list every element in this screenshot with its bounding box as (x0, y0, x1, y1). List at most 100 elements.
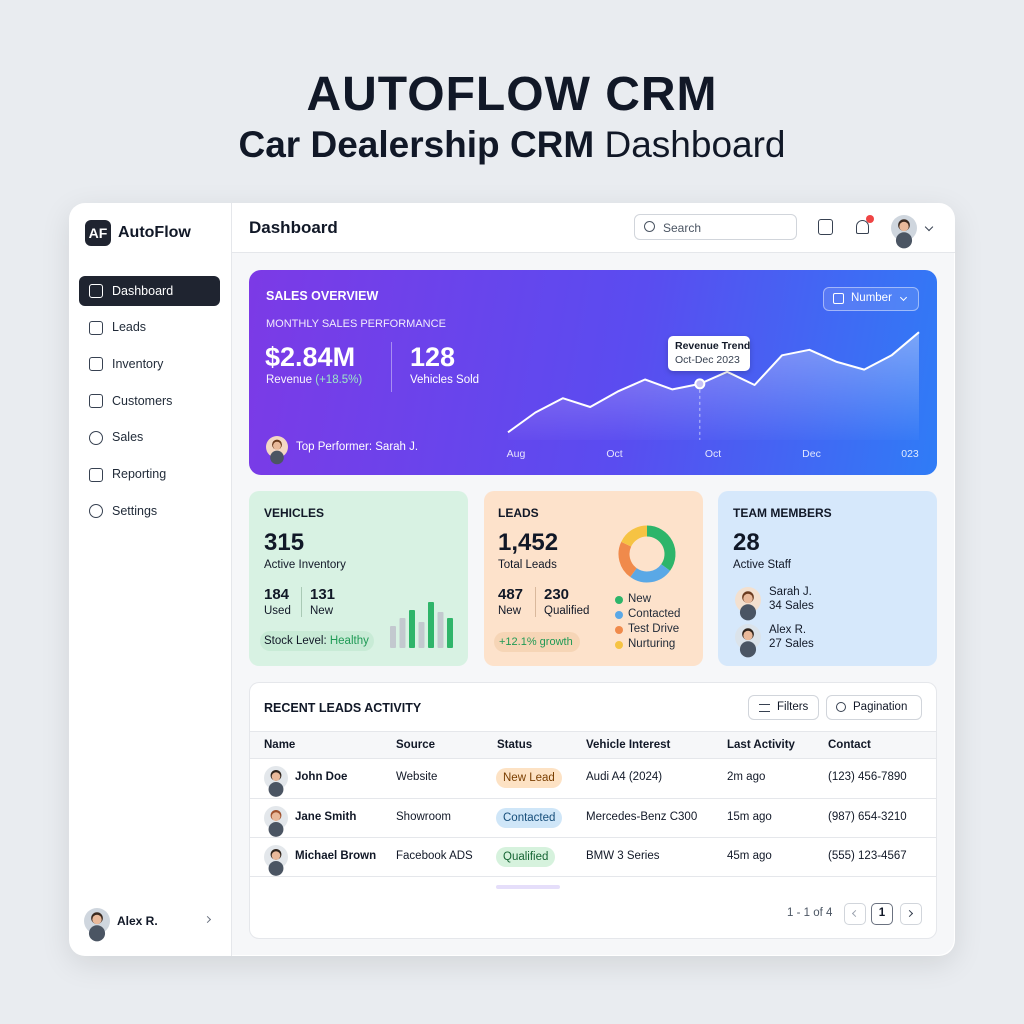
nav-icon (89, 467, 103, 482)
tasks-icon[interactable] (818, 219, 833, 235)
stat-label: Qualified (544, 605, 590, 618)
stat-label: Total Leads (498, 559, 557, 572)
x-label: 023 (901, 447, 919, 460)
nav-item[interactable]: Dashboard (112, 283, 174, 298)
nav-item[interactable]: Reporting (112, 467, 167, 481)
notification-dot (866, 215, 874, 223)
bell-icon[interactable] (856, 220, 869, 234)
stock-bar (428, 602, 434, 648)
growth-pill (494, 632, 580, 652)
x-label: Dec (802, 447, 821, 460)
nav-item[interactable]: Settings (112, 503, 158, 518)
nav-icon (89, 430, 103, 445)
avatar-face (271, 772, 281, 781)
vehicles-sold: 128 (410, 341, 456, 372)
growth: +12.1% growth (499, 636, 573, 649)
member-name: Sarah J. (769, 586, 812, 599)
cell: 2m ago (727, 771, 766, 784)
table-button[interactable] (748, 695, 819, 720)
column-header: Contact (828, 739, 871, 752)
dropdown-label: Number (851, 292, 892, 305)
tooltip-title: Revenue Trend (675, 339, 751, 352)
status-pill: New Lead (496, 768, 562, 788)
page-button[interactable] (844, 903, 866, 925)
cell: (123) 456-7890 (828, 771, 907, 784)
x-label: Oct (606, 447, 623, 460)
cell: (987) 654-3210 (828, 811, 907, 824)
legend-dot (615, 626, 623, 634)
button-label: Pagination (853, 701, 908, 714)
stat-value: 315 (264, 528, 305, 556)
avatar-body (88, 925, 106, 942)
revenue-label-line: Revenue (+18.5%) (266, 373, 386, 388)
search-placeholder: Search (663, 220, 702, 235)
page-button[interactable] (900, 903, 922, 925)
revenue-change: (+18.5%) (315, 374, 363, 386)
status-pill: Contacted (496, 808, 563, 828)
avatar (264, 845, 288, 876)
search-box[interactable] (634, 214, 797, 240)
avatar (264, 766, 288, 797)
cell: 15m ago (727, 811, 772, 824)
title: AUTOFLOW CRM (306, 68, 718, 122)
avatar-face (92, 914, 102, 925)
legend-label: Test Drive (628, 623, 680, 636)
topbar-divider (231, 252, 955, 253)
card-title: VEHICLES (264, 505, 325, 520)
avatar (891, 215, 917, 249)
cell: Website (396, 771, 438, 784)
page-button[interactable] (871, 903, 893, 925)
cell: Audi A4 (2024) (586, 771, 663, 784)
nav-item[interactable]: Customers (112, 393, 173, 408)
cell: (555) 123-4567 (828, 850, 907, 863)
page-number: 1 (878, 907, 886, 920)
stat-label: New (310, 605, 334, 618)
lead-name: Jane Smith (295, 811, 357, 824)
member-sales: 34 Sales (769, 600, 814, 613)
calendar-icon (833, 293, 844, 304)
member-name: Alex R. (769, 624, 807, 637)
column-header: Last Activity (727, 739, 795, 752)
legend-label: New (628, 593, 652, 606)
avatar-face (273, 441, 281, 450)
nav-item[interactable]: Leads (112, 320, 147, 335)
legend-dot (615, 596, 623, 604)
donut-segment (630, 563, 671, 583)
nav-icon (89, 504, 103, 519)
lead-name: John Doe (295, 771, 348, 784)
stat-label: Used (264, 605, 291, 618)
stock-bar (447, 618, 453, 648)
dropdown[interactable] (823, 287, 919, 311)
cell: BMW 3 Series (586, 850, 660, 863)
legend-label: Nurturing (628, 638, 676, 651)
subtitle-bold: Car Dealership CRM (238, 124, 595, 165)
stock-bar (418, 622, 425, 648)
avatar-face (271, 812, 281, 821)
nav-item[interactable]: Sales (112, 430, 144, 445)
stock-label: Stock Level: (264, 635, 327, 647)
legend-dot (615, 611, 623, 619)
stat-label: Active Inventory (264, 559, 346, 572)
donut-segment (618, 541, 638, 578)
column-header: Status (497, 739, 533, 752)
card-title: LEADS (498, 505, 539, 520)
filter-icon (759, 704, 770, 712)
avatar (735, 624, 761, 658)
avatar-body (739, 641, 757, 658)
avatar-face (743, 630, 753, 641)
stat-label: Active Staff (733, 559, 791, 572)
donut-segment (621, 525, 648, 547)
row-fade (496, 885, 560, 889)
stat-label: New (498, 605, 522, 618)
tooltip-subtitle: Oct-Dec 2023 (675, 353, 740, 366)
nav-item[interactable]: Inventory (112, 356, 164, 371)
stat-value: 184 (264, 586, 290, 603)
avatar-face (899, 221, 909, 232)
avatar-body (268, 821, 284, 837)
avatar (264, 806, 288, 837)
divider (391, 342, 392, 392)
stat-value: 1,452 (498, 528, 559, 556)
search-icon (644, 221, 655, 232)
